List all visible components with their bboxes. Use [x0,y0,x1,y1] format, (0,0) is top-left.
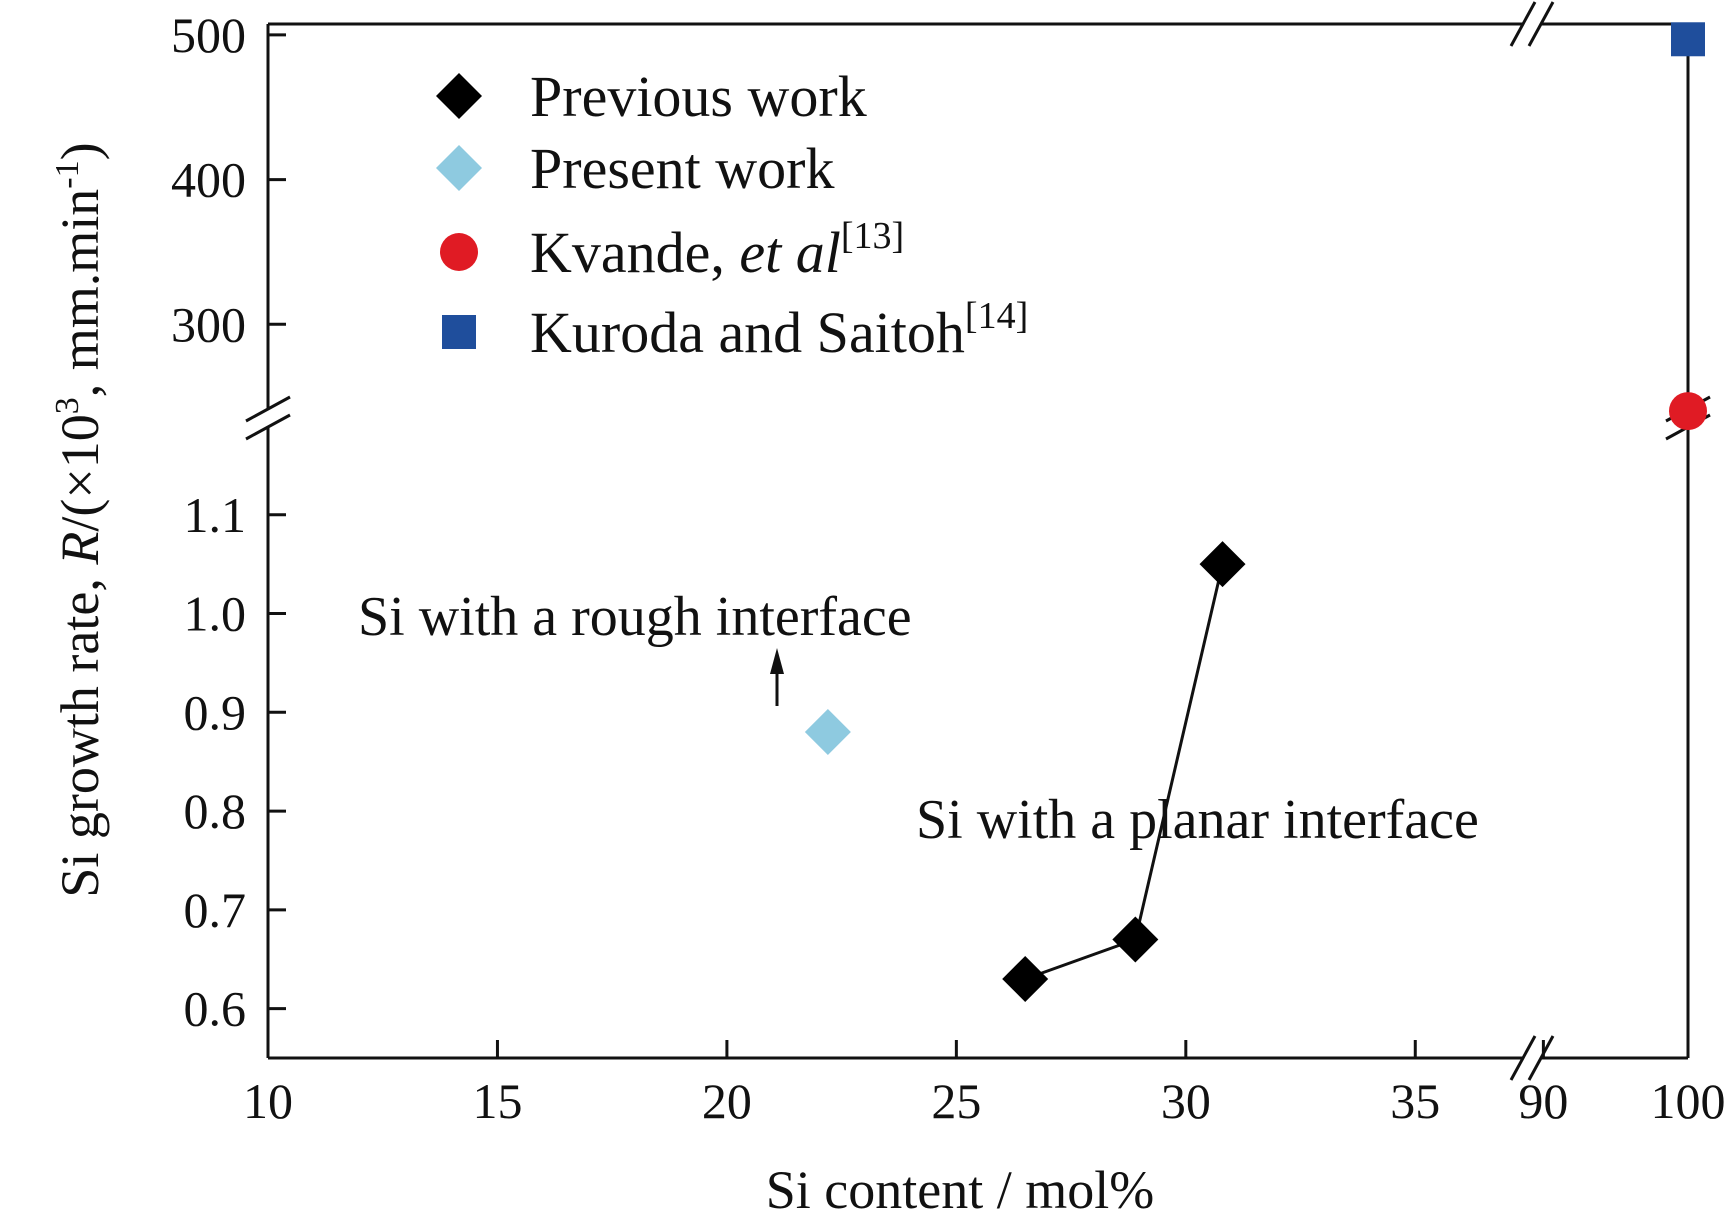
data-point [804,709,851,756]
y-break-mark-left [245,395,291,441]
legend-marker [440,233,478,271]
legend-label: Previous work [530,64,867,129]
x-tick-label: 20 [702,1073,752,1129]
legend-label-ref: [14] [965,295,1028,337]
x-tick-label: 10 [243,1073,293,1129]
legend-item: Kuroda and Saitoh[14] [442,295,1028,365]
y-axis-title-exp: 3 [49,397,86,414]
y-tick-label: 400 [171,152,246,208]
annotation-text: Si with a rough interface [358,586,912,648]
legend-marker [436,145,482,191]
y-axis-title: Si growth rate, R/(×103, mm.min-1) [49,142,110,897]
x-tick-label: 15 [472,1073,522,1129]
data-point [1669,392,1707,431]
series-2 [1669,392,1707,431]
legend-label-name: Previous work [530,64,867,129]
x-tick-label: 30 [1161,1073,1211,1129]
y-axis-title-mid: /(×10 [50,414,110,531]
series-3 [1671,22,1705,57]
annotations: Si with a rough interface Si with a plana… [358,586,1479,851]
y-tick-label: 500 [171,7,246,63]
legend-label: Kuroda and Saitoh[14] [530,295,1028,365]
data-point [1112,916,1159,963]
annotation: Si with a rough interface [358,586,912,706]
annotation-text: Si with a planar interface [916,789,1479,851]
plot-series [804,22,1707,1002]
y-tick-label: 1.1 [184,487,247,543]
x-tick-label: 25 [931,1073,981,1129]
y-axis-title-mid2: , mm.min [50,189,110,398]
series-0 [1002,541,1246,1002]
y-axis-title-exp2: -1 [49,160,86,188]
y-axis-ticks: 0.6 0.7 0.8 0.9 1.0 1.1 300 400 500 [171,7,286,1037]
annotation-arrow-head [770,648,784,674]
legend-label-name: Present work [530,136,834,201]
legend-marker [436,73,482,119]
data-point [1671,22,1705,57]
y-tick-label: 300 [171,296,246,352]
annotation: Si with a planar interface [916,789,1479,851]
y-tick-label: 0.9 [184,684,247,740]
y-tick-label: 0.7 [184,882,247,938]
y-tick-label: 1.0 [184,586,247,642]
legend-item: Previous work [436,64,867,129]
data-point [1002,955,1049,1002]
y-tick-label: 0.8 [184,783,247,839]
series-line [1024,563,1224,981]
x-axis-title: Si content / mol% [766,1160,1154,1220]
legend-label-name: Kuroda and Saitoh [530,300,965,365]
y-axis-title-symbol: R [50,532,110,566]
x-tick-label: 35 [1390,1073,1440,1129]
y-axis-title-suffix: ) [50,142,110,160]
x-break-mark-bottom [1509,1035,1555,1081]
axes [245,1,1711,1081]
y-axis-title-prefix: Si growth rate, [50,565,110,898]
series-1 [804,709,851,756]
y-tick-label: 0.6 [184,981,247,1037]
x-axis-ticks: 10 15 20 25 30 35 90 100 [243,1040,1726,1129]
legend-item: Present work [436,136,834,201]
data-point [1199,541,1246,588]
x-break-mark-top [1509,1,1555,47]
legend-marker [442,315,476,349]
legend-label-name: Kvande, [530,220,739,285]
x-tick-label: 90 [1518,1073,1568,1129]
legend-label: Kvande, et al[13] [530,215,904,285]
legend-label-ref: [13] [841,215,904,257]
x-tick-label: 100 [1651,1073,1726,1129]
legend-label-italic: et al [739,220,840,285]
legend-label: Present work [530,136,834,201]
legend-item: Kvande, et al[13] [440,215,904,285]
